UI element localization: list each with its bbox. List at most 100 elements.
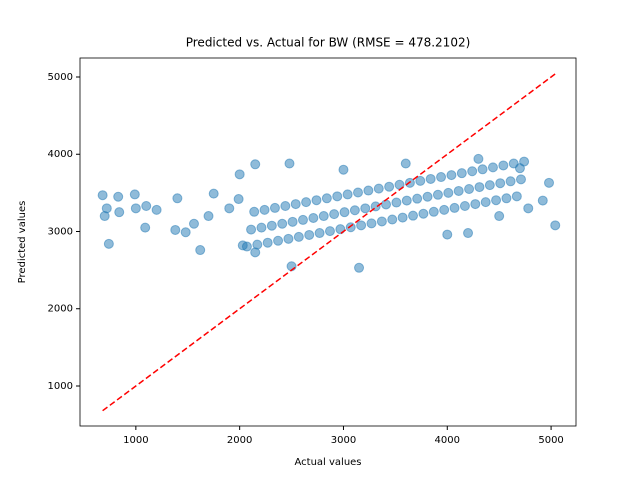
x-tick-label: 5000 xyxy=(538,435,563,446)
point xyxy=(269,202,280,213)
point xyxy=(262,237,273,248)
point xyxy=(360,203,371,214)
point xyxy=(297,214,308,225)
point xyxy=(339,207,350,218)
point xyxy=(301,197,312,208)
point xyxy=(463,228,474,239)
point xyxy=(259,204,270,215)
point xyxy=(252,239,263,250)
point xyxy=(459,201,470,212)
point xyxy=(401,195,412,206)
point xyxy=(477,164,488,175)
point xyxy=(241,241,252,252)
point xyxy=(354,262,365,273)
point xyxy=(373,183,384,194)
x-tick-label: 2000 xyxy=(227,435,252,446)
point xyxy=(366,218,377,229)
point xyxy=(425,173,436,184)
point xyxy=(436,172,447,183)
point xyxy=(515,174,526,185)
point xyxy=(172,193,183,204)
point xyxy=(384,181,395,192)
point xyxy=(246,224,257,235)
point xyxy=(233,194,244,205)
point xyxy=(484,180,495,191)
x-axis-label: Actual values xyxy=(294,457,361,468)
point xyxy=(113,191,124,202)
point xyxy=(415,175,426,186)
point xyxy=(464,184,475,195)
point xyxy=(363,185,374,196)
x-tick-label: 4000 xyxy=(435,435,460,446)
point xyxy=(508,158,519,169)
point xyxy=(304,229,315,240)
point xyxy=(505,176,516,187)
point xyxy=(284,158,295,169)
point xyxy=(439,204,450,215)
point xyxy=(422,191,433,202)
point xyxy=(544,177,555,188)
point xyxy=(391,197,402,208)
point xyxy=(387,214,398,225)
point xyxy=(130,203,141,214)
point xyxy=(418,208,429,219)
point xyxy=(446,170,457,181)
point xyxy=(456,168,467,179)
point xyxy=(338,164,349,175)
plot-frame xyxy=(79,57,577,427)
point xyxy=(277,218,288,229)
point xyxy=(381,199,392,210)
point xyxy=(195,245,206,256)
point xyxy=(408,210,419,221)
point xyxy=(141,201,152,212)
point xyxy=(311,195,322,206)
point xyxy=(188,218,199,229)
point xyxy=(467,166,478,177)
point xyxy=(266,220,277,231)
y-tick-label: 3000 xyxy=(48,226,73,237)
point xyxy=(103,238,114,249)
point xyxy=(203,211,214,222)
point xyxy=(280,201,291,212)
point xyxy=(443,187,454,198)
point xyxy=(453,185,464,196)
point xyxy=(494,211,505,222)
point xyxy=(250,159,261,170)
point xyxy=(353,187,364,198)
point xyxy=(234,169,245,180)
point xyxy=(287,216,298,227)
point xyxy=(318,211,329,222)
point xyxy=(487,162,498,173)
point xyxy=(180,227,191,238)
point xyxy=(523,203,534,214)
point xyxy=(474,182,485,193)
point xyxy=(321,193,332,204)
point xyxy=(397,212,408,223)
point xyxy=(290,199,301,210)
point xyxy=(480,197,491,208)
point xyxy=(345,222,356,233)
point xyxy=(99,211,110,222)
point xyxy=(329,209,340,220)
x-tick-label: 1000 xyxy=(123,435,148,446)
point xyxy=(400,158,411,169)
point xyxy=(470,199,481,210)
point xyxy=(97,190,108,201)
y-axis-label: Predicted values xyxy=(17,201,28,284)
point xyxy=(511,191,522,202)
point xyxy=(428,206,439,217)
point xyxy=(256,222,267,233)
point xyxy=(293,231,304,242)
point xyxy=(356,220,367,231)
y-tick-label: 4000 xyxy=(48,149,73,160)
point xyxy=(442,229,453,240)
point xyxy=(473,153,484,164)
point xyxy=(114,207,125,218)
point xyxy=(495,178,506,189)
y-tick-label: 2000 xyxy=(48,304,73,315)
point xyxy=(449,202,460,213)
point xyxy=(224,203,235,214)
point xyxy=(151,204,162,215)
point xyxy=(273,235,284,246)
